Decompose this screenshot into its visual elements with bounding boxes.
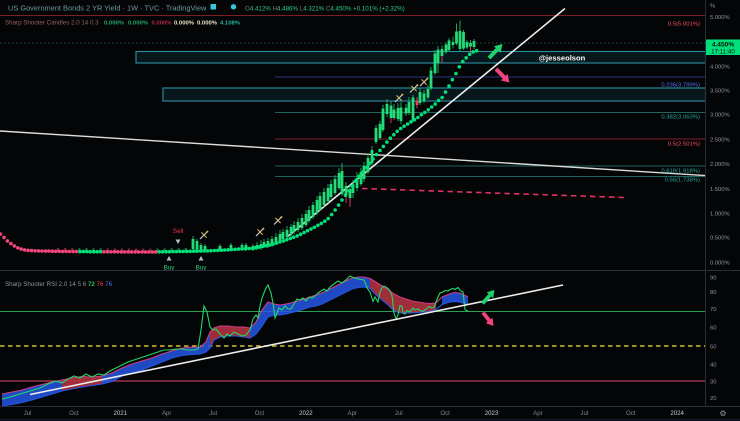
svg-text:0.500%: 0.500%: [710, 236, 730, 242]
svg-text:Buy: Buy: [196, 265, 208, 272]
svg-text:0.000%: 0.000%: [128, 21, 149, 27]
svg-text:Jul: Jul: [24, 410, 32, 417]
svg-text:Jul: Jul: [209, 410, 217, 417]
svg-text:3.500%: 3.500%: [710, 89, 730, 95]
svg-text:O4.412% H4.486% L4.321% C4.450: O4.412% H4.486% L4.321% C4.450% +0.101% …: [245, 6, 405, 13]
svg-text:0.5(2.501%): 0.5(2.501%): [668, 142, 700, 148]
svg-text:Oct: Oct: [69, 410, 79, 417]
svg-text:60: 60: [710, 326, 716, 332]
svg-text:US Government Bonds 2 YR Yield: US Government Bonds 2 YR Yield · 1W · TV…: [8, 4, 207, 13]
svg-text:0.5(5.001%): 0.5(5.001%): [668, 22, 700, 28]
svg-text:4.108%: 4.108%: [220, 21, 241, 27]
svg-text:Jul: Jul: [580, 410, 588, 417]
svg-text:2.000%: 2.000%: [710, 162, 730, 168]
svg-text:Sell: Sell: [173, 228, 184, 235]
svg-text:2024: 2024: [670, 410, 684, 417]
svg-text:90: 90: [710, 276, 716, 282]
svg-text:@jesseolson: @jesseolson: [539, 54, 586, 63]
svg-text:0.000%: 0.000%: [174, 21, 195, 27]
svg-text:70: 70: [710, 307, 716, 313]
svg-text:Buy: Buy: [164, 265, 176, 272]
svg-text:Apr: Apr: [162, 410, 171, 417]
svg-text:Sharp Shooter RSI 2.0 14 5 6 7: Sharp Shooter RSI 2.0 14 5 6 72 76 76: [5, 281, 113, 288]
svg-text:0.618(1.918%): 0.618(1.918%): [661, 169, 700, 175]
svg-text:2021: 2021: [114, 410, 128, 417]
svg-text:4.450%: 4.450%: [712, 42, 735, 49]
svg-text:80: 80: [710, 290, 716, 296]
svg-text:Oct: Oct: [440, 410, 450, 417]
svg-text:Oct: Oct: [255, 410, 265, 417]
svg-text:3.000%: 3.000%: [710, 113, 730, 119]
svg-text:30: 30: [710, 380, 716, 386]
svg-text:50: 50: [710, 345, 716, 351]
svg-text:4.000%: 4.000%: [710, 65, 730, 71]
svg-text:Apr: Apr: [533, 410, 542, 417]
svg-text:1.500%: 1.500%: [710, 187, 730, 193]
svg-text:17:11:40: 17:11:40: [711, 49, 735, 56]
svg-text:0.382(3.063%): 0.382(3.063%): [661, 115, 700, 121]
svg-text:Jul: Jul: [395, 410, 403, 417]
svg-text:Oct: Oct: [626, 410, 636, 417]
svg-text:⚙: ⚙: [719, 409, 726, 418]
svg-text:40: 40: [710, 363, 716, 369]
svg-text:0.66(1.738%): 0.66(1.738%): [665, 178, 700, 184]
svg-text:20: 20: [710, 396, 716, 402]
svg-text:2023: 2023: [485, 410, 499, 417]
svg-text:Sharp Shooter Candles 2.0 14 0: Sharp Shooter Candles 2.0 14 0.3: [5, 20, 99, 27]
svg-text:0.236(3.799%): 0.236(3.799%): [661, 83, 700, 89]
svg-text:0.000%: 0.000%: [197, 21, 218, 27]
svg-text:2.500%: 2.500%: [710, 138, 730, 144]
svg-text:0.000%: 0.000%: [710, 261, 730, 267]
svg-text:1.000%: 1.000%: [710, 212, 730, 218]
svg-text:5.000%: 5.000%: [710, 15, 730, 21]
svg-text:Apr: Apr: [348, 410, 357, 417]
svg-text:%: %: [710, 4, 715, 10]
svg-text:0.000%: 0.000%: [104, 21, 125, 27]
svg-text:0.000%: 0.000%: [152, 21, 173, 27]
svg-text:2022: 2022: [299, 410, 313, 417]
